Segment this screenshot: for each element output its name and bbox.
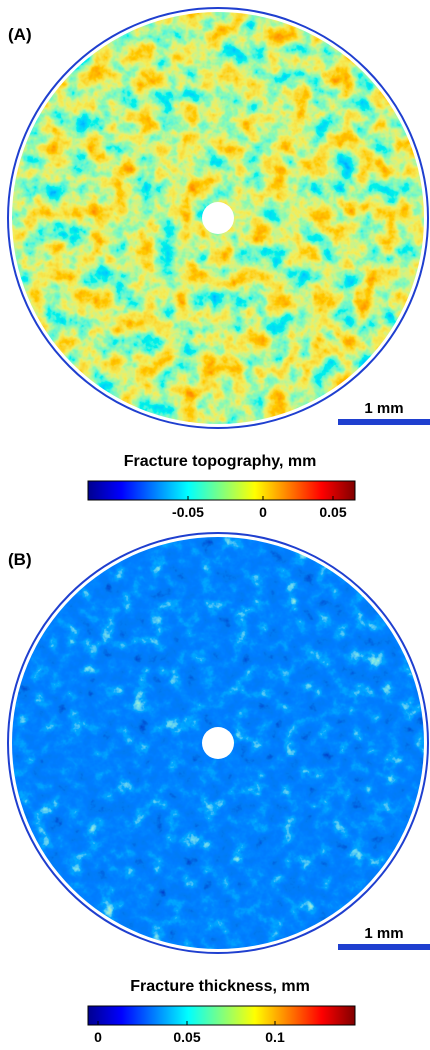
center-hole (202, 202, 234, 234)
scale-bar (338, 419, 430, 425)
colorbar (87, 480, 356, 501)
center-hole (202, 727, 234, 759)
sample-outline (7, 532, 429, 954)
scale-bar-label: 1 mm (364, 925, 403, 942)
panel-label: (A) (8, 25, 32, 44)
colorbar-tick-label: 0 (259, 504, 267, 520)
colorbar-title: Fracture topography, mm (124, 453, 317, 470)
colorbar (87, 1005, 356, 1026)
scale-bar-label: 1 mm (364, 400, 403, 417)
colorbar-tick-label: 0.05 (173, 1029, 200, 1045)
panel-label: (B) (8, 550, 32, 569)
scale-bar (338, 944, 430, 950)
colorbar-title: Fracture thickness, mm (130, 978, 310, 995)
colorbar-tick-label: -0.05 (172, 504, 204, 520)
panel-a: (A) 1 mm Fracture topography, mm (7, 7, 430, 501)
colorbar-tick-label: 0 (94, 1029, 102, 1045)
colorbar-tick-label: 0.05 (319, 504, 346, 520)
sample-outline (7, 7, 429, 429)
colorbar-tick-label: 0.1 (265, 1029, 285, 1045)
panel-b: (B) 1 mm Fracture thickness, mm (7, 532, 430, 1026)
